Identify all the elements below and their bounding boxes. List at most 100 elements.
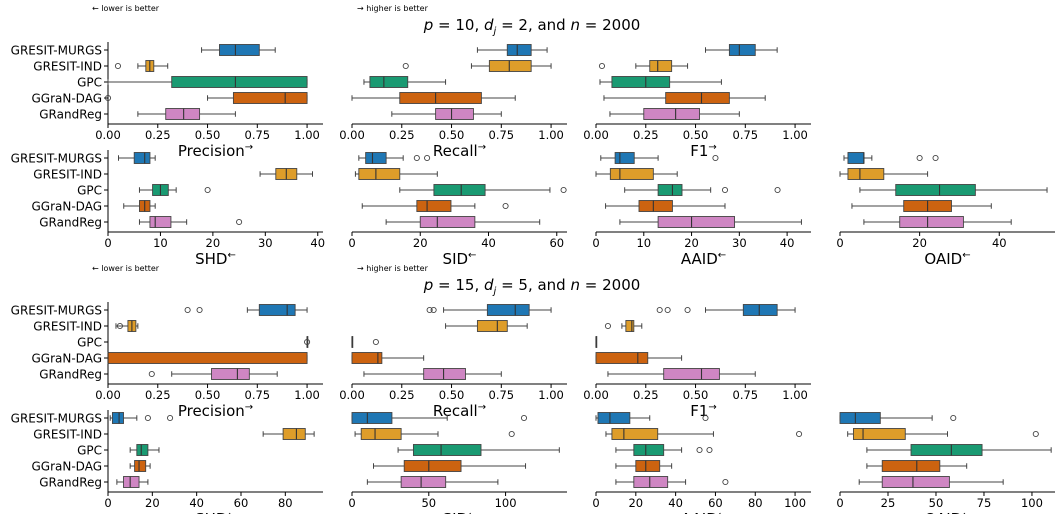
iqr-box (171, 76, 308, 88)
method-label: GGraN-DAG (31, 92, 102, 106)
iqr-box (742, 304, 778, 316)
iqr-box (635, 460, 661, 472)
method-label: GRandReg (39, 368, 102, 382)
iqr-box (258, 304, 296, 316)
x-tick-label: 0.50 (683, 128, 709, 142)
axis-label-f1: F1→ (690, 142, 717, 160)
box-gresit-murgs (839, 412, 957, 424)
box-gresit-ind (115, 320, 139, 332)
x-tick-label: 20 (145, 496, 160, 510)
x-tick-label: 0.25 (145, 128, 171, 142)
x-tick-label: 0.25 (633, 388, 659, 402)
box-ggran-dag (615, 460, 673, 472)
x-tick-label: 100 (784, 496, 806, 510)
iqr-box (614, 152, 635, 164)
outlier-point (520, 414, 528, 422)
iqr-box (633, 476, 669, 488)
x-tick-label: 0.75 (489, 128, 515, 142)
method-label: GGraN-DAG (31, 460, 102, 474)
box-ggran-dag (866, 460, 968, 472)
x-tick-label: 0.50 (439, 128, 465, 142)
x-tick-label: 1.00 (294, 388, 320, 402)
outlier-point (722, 478, 729, 486)
box-gpc (351, 336, 379, 348)
method-label: GGraN-DAG (31, 200, 102, 214)
box-gpc (397, 444, 560, 456)
iqr-box (412, 444, 482, 456)
outlier-point (656, 306, 663, 314)
outlier-point (104, 94, 112, 102)
box-ggran-dag (123, 200, 156, 212)
box-gresit-ind (114, 60, 169, 72)
method-label: GRESIT-IND (33, 60, 102, 74)
axis-label-sid: SID← (443, 250, 477, 268)
iqr-box (111, 412, 124, 424)
iqr-box (400, 476, 447, 488)
x-tick-label: 0 (104, 236, 111, 250)
iqr-box (643, 108, 700, 120)
axis-label-recall: Recall→ (433, 142, 486, 160)
x-tick-label: 25 (881, 496, 896, 510)
box-gresit-murgs (704, 44, 778, 56)
outlier-point (196, 306, 203, 314)
panel-f1-s1: 0.00 0.25 0.50 0.75 1.00 F1→ (583, 44, 811, 160)
iqr-box (625, 320, 635, 332)
box-gresit-murgs (476, 44, 548, 56)
box-gresit-murgs (656, 304, 796, 316)
iqr-box (351, 352, 383, 364)
iqr-box (881, 460, 941, 472)
iqr-box (657, 216, 736, 228)
iqr-box (847, 152, 865, 164)
x-tick-label: 0 (104, 496, 111, 510)
iqr-box (133, 152, 151, 164)
panel-shd-s1: GRESIT-MURGS GRESIT-IND GPC GGraN-DAG GRandR… (11, 150, 325, 268)
iqr-box (847, 168, 885, 180)
x-tick-label: 40 (780, 236, 795, 250)
iqr-box (219, 44, 260, 56)
box-ggran-dag (361, 200, 509, 212)
iqr-box (419, 216, 476, 228)
section-title-2: p = 15, dj = 5, and n = 2000 (423, 276, 641, 297)
x-tick-label: 30 (258, 236, 273, 250)
x-tick-label: 20 (684, 236, 699, 250)
box-grandreg (137, 108, 236, 120)
panel-f1-s2: 0.00 0.25 0.50 0.75 1.00 F1→ (583, 304, 811, 420)
box-grandreg (391, 108, 502, 120)
box-ggran-dag (373, 460, 527, 472)
box-grandreg (138, 216, 243, 228)
box-grandreg (116, 476, 149, 488)
axis-label-shd: SHD← (195, 250, 236, 268)
box-gresit-murgs (117, 152, 156, 164)
panel-aaid-s2: 0 20 40 60 80 100 AAID← (592, 412, 811, 514)
x-tick-label: 50 (929, 496, 944, 510)
x-tick-label: 20 (628, 496, 643, 510)
box-gpc (615, 444, 713, 456)
method-label: GPC (77, 444, 102, 458)
iqr-box (232, 92, 308, 104)
axis-label-shd: SHD← (195, 510, 236, 514)
iqr-box (910, 444, 983, 456)
x-tick-label: 75 (977, 496, 992, 510)
outlier-point (916, 154, 923, 162)
outlier-point (684, 306, 691, 314)
iqr-box (663, 368, 720, 380)
method-label: GRandReg (39, 476, 102, 490)
iqr-box (899, 216, 964, 228)
iqr-box (665, 92, 730, 104)
panel-precision-s1: GRESIT-MURGS GRESIT-IND GPC GGraN-DAG GRandR… (11, 42, 323, 160)
iqr-box (611, 76, 671, 88)
iqr-box (633, 444, 665, 456)
method-label: GRESIT-MURGS (11, 304, 102, 318)
box-gpc (859, 184, 1048, 196)
box-grandreg (148, 368, 278, 380)
x-tick-label: 60 (234, 496, 249, 510)
axis-label-precision: Precision→ (178, 142, 253, 160)
iqr-box (657, 184, 683, 196)
x-tick-label: 0 (348, 236, 355, 250)
iqr-box (435, 108, 474, 120)
x-tick-label: 0 (836, 236, 843, 250)
box-ggran-dag (605, 200, 726, 212)
outlier-point (950, 414, 957, 422)
box-gresit-ind (839, 168, 929, 180)
